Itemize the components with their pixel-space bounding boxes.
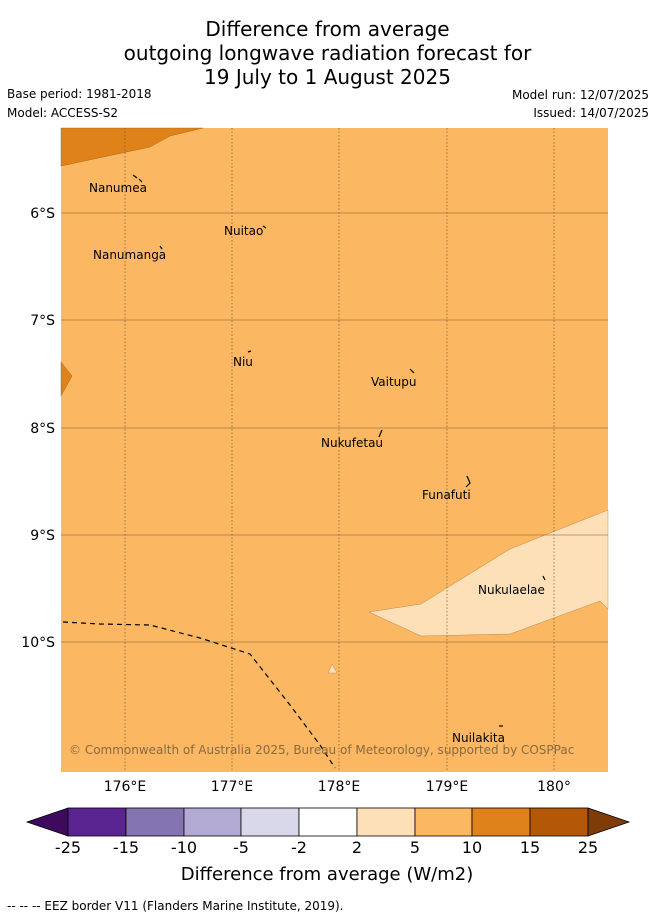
map-title-line-1: Difference from average (205, 17, 450, 41)
anomaly-region-2-5-small (327, 663, 338, 674)
lat-tick-7s: 7°S (30, 313, 55, 329)
anomaly-region-2-5-southeast (368, 509, 609, 637)
model-name: Model: ACCESS-S2 (7, 106, 119, 120)
colorbar-tick: -10 (171, 838, 197, 857)
lon-tick-176e: 176°E (104, 779, 147, 795)
map-title-line-3: 19 July to 1 August 2025 (204, 65, 451, 89)
colorbar-tick: -15 (113, 838, 139, 857)
longitude-gridlines (124, 128, 555, 772)
place-label-vaitupu: Vaitupu (371, 375, 417, 389)
anomaly-region-10-15-north (60, 127, 204, 167)
lat-tick-8s: 8°S (30, 421, 55, 437)
colorbar-tick: -5 (233, 838, 249, 857)
colorbar-bin (183, 807, 242, 837)
colorbar-tick: 5 (410, 838, 420, 857)
lon-tick-180: 180° (537, 779, 571, 795)
colorbar-bin (414, 807, 473, 837)
place-label-niu: Niu (233, 355, 253, 369)
latitude-gridlines (61, 212, 608, 643)
colorbar-bin (471, 807, 531, 837)
nanumea-island (132, 174, 143, 183)
place-label-nukufetau: Nukufetau (321, 436, 383, 450)
nukufetau-island (378, 429, 383, 438)
colorbar-bin (529, 807, 589, 837)
colorbar (25, 807, 631, 837)
colorbar-extend-min (25, 807, 69, 837)
colorbar-label: Difference from average (W/m2) (181, 864, 473, 885)
lat-tick-6s: 6°S (30, 206, 55, 222)
issued-date: Issued: 14/07/2025 (533, 106, 649, 120)
anomaly-region-10-15-west (60, 361, 73, 397)
lon-tick-178e: 178°E (318, 779, 361, 795)
lat-tick-10s: 10°S (21, 635, 55, 651)
eez-legend-note: -- -- -- EEZ border V11 (Flanders Marine… (7, 899, 344, 913)
place-label-funafuti: Funafuti (422, 488, 471, 502)
place-label-nuilakita: Nuilakita (452, 731, 505, 745)
island-outlines (132, 174, 546, 727)
map-title-line-2: outgoing longwave radiation forecast for (123, 41, 532, 65)
copyright-credit: © Commonwealth of Australia 2025, Bureau… (69, 743, 574, 757)
nuitao-island (262, 225, 267, 229)
nukulaelae-island (542, 575, 546, 581)
colorbar-bin (298, 807, 358, 837)
colorbar-tick: 15 (520, 838, 540, 857)
colorbar-bin (67, 807, 127, 837)
eez-border-line (62, 621, 336, 769)
colorbar-bin (240, 807, 300, 837)
place-label-nanumea: Nanumea (89, 181, 147, 195)
model-run: Model run: 12/07/2025 (511, 88, 649, 102)
funafuti-island (465, 475, 471, 488)
colorbar-tick: 2 (352, 838, 362, 857)
colorbar-tick: -25 (55, 838, 81, 857)
colorbar-bin (125, 807, 185, 837)
lat-tick-9s: 9°S (30, 528, 55, 544)
colorbar-tick: 25 (578, 838, 598, 857)
colorbar-tick: 10 (462, 838, 482, 857)
nanumanga-island (159, 245, 163, 250)
niu-island (247, 350, 252, 353)
place-label-nukulaelae: Nukulaelae (478, 583, 545, 597)
place-label-nuitao: Nuitao (224, 224, 263, 238)
anomaly-field-5-10 (61, 128, 608, 772)
place-label-nanumanga: Nanumanga (93, 248, 166, 262)
colorbar-extend-max (587, 807, 631, 837)
colorbar-tick: -2 (291, 838, 307, 857)
base-period: Base period: 1981-2018 (7, 87, 152, 101)
colorbar-bin (356, 807, 416, 837)
lon-tick-177e: 177°E (211, 779, 254, 795)
vaitupu-island (409, 368, 415, 374)
lon-tick-179e: 179°E (426, 779, 469, 795)
